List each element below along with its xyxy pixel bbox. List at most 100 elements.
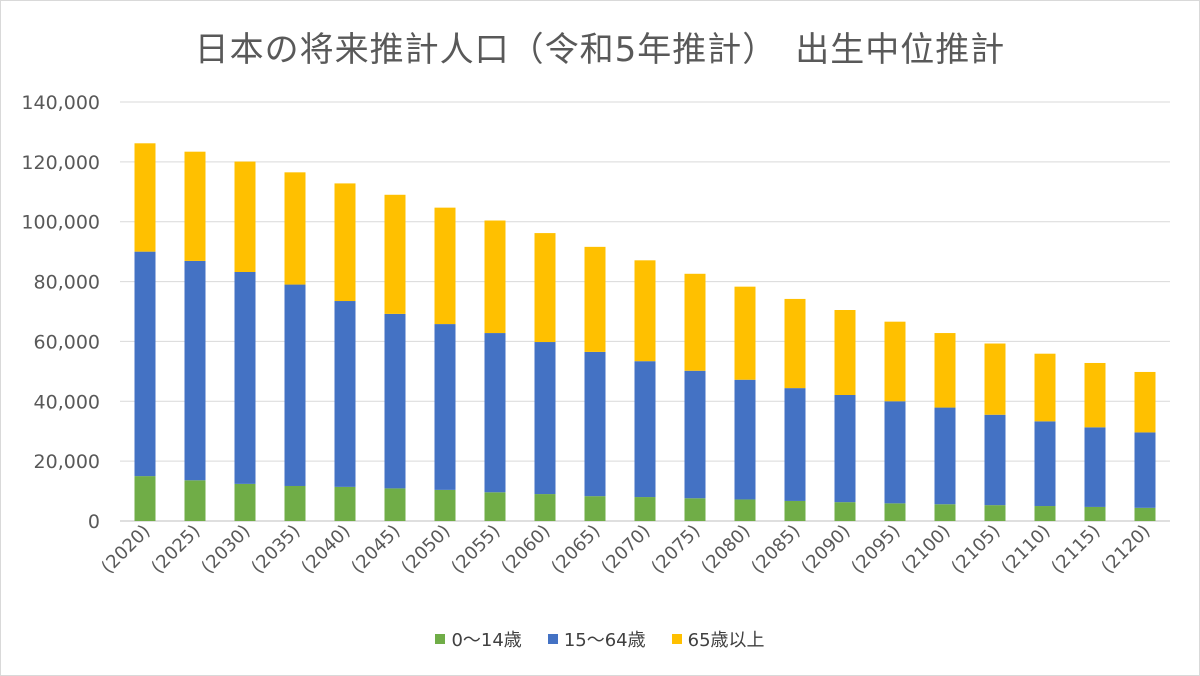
bar-segment (584, 496, 606, 521)
x-tick-label: (2040) (297, 521, 354, 578)
bar-segment (784, 388, 806, 501)
bar-segment (1084, 362, 1106, 428)
bar-segment (684, 370, 706, 499)
bar-segment (634, 497, 656, 521)
bar-segment (684, 498, 706, 521)
bar-segment (184, 480, 206, 521)
bar-segment (434, 207, 456, 325)
bar-segment (434, 324, 456, 490)
x-tick-label: (2090) (797, 521, 854, 578)
bar-segment (284, 485, 306, 521)
bar-segment (1034, 353, 1056, 422)
bar-segment (934, 407, 956, 505)
bar-segment (784, 500, 806, 521)
bar-segment (734, 499, 756, 521)
bar-segment (984, 343, 1006, 415)
y-tick-label: 100,000 (21, 212, 100, 234)
bar-segment (484, 492, 506, 521)
bar-segment (634, 260, 656, 362)
bar-segment (334, 486, 356, 521)
y-tick-label: 140,000 (21, 92, 100, 114)
x-tick-label: (2085) (747, 521, 804, 578)
bar-segment (484, 333, 506, 493)
bar-segment (834, 502, 856, 521)
bar-segment (934, 504, 956, 521)
legend-swatch (671, 634, 682, 644)
x-tick-label: (2075) (647, 521, 704, 578)
bar-segment (1134, 371, 1156, 433)
bar-segment (184, 151, 206, 261)
bar-segment (384, 313, 406, 489)
bar-segment (1084, 427, 1106, 507)
bar-segment (534, 233, 556, 343)
y-tick-label: 40,000 (34, 391, 100, 413)
legend-swatch (435, 634, 446, 644)
y-tick-label: 80,000 (34, 272, 100, 294)
bar-segment (284, 284, 306, 486)
chart-title: 日本の将来推計人口（令和5年推計） 出生中位推計 (194, 30, 1006, 70)
bar-segment (734, 379, 756, 500)
bar-segment (1134, 432, 1156, 508)
x-tick-label: (2035) (247, 521, 304, 578)
bar-segment (1034, 421, 1056, 507)
x-tick-label: (2045) (347, 521, 404, 578)
legend-label: 65歳以上 (687, 630, 765, 651)
x-tick-label: (2020) (97, 521, 154, 578)
x-tick-label: (2065) (547, 521, 604, 578)
bar-segment (1084, 506, 1106, 521)
bar-segment (334, 301, 356, 487)
bar-segment (484, 220, 506, 334)
x-tick-label: (2060) (497, 521, 554, 578)
y-tick-label: 120,000 (21, 152, 100, 174)
x-tick-label: (2025) (147, 521, 204, 578)
bar-segment (134, 143, 156, 252)
bar-segment (884, 503, 906, 521)
bar-segment (834, 310, 856, 396)
bar-segment (384, 194, 406, 314)
x-tick-label: (2055) (447, 521, 504, 578)
legend-item: 65歳以上 (671, 626, 765, 652)
bar-segment (884, 321, 906, 402)
bar-segment (534, 494, 556, 521)
bar-segment (1034, 506, 1056, 521)
bar-segment (584, 246, 606, 352)
legend-label: 0～14歳 (451, 630, 522, 651)
bar-segment (784, 298, 806, 389)
bar-segment (234, 483, 256, 521)
bar-segment (334, 183, 356, 302)
bar-segment (934, 333, 956, 408)
y-tick-label: 20,000 (34, 451, 100, 473)
bar-segment (184, 260, 206, 481)
bar-segment (634, 361, 656, 498)
bar-segment (984, 505, 1006, 521)
x-tick-label: (2110) (997, 521, 1054, 578)
chart-legend: 0～14歳 15～64歳 65歳以上 (0, 626, 1200, 652)
bar-segment (734, 286, 756, 380)
x-tick-label: (2120) (1097, 521, 1154, 578)
legend-swatch (547, 634, 558, 644)
x-tick-label: (2115) (1047, 521, 1104, 578)
x-tick-label: (2080) (697, 521, 754, 578)
x-tick-label: (2105) (947, 521, 1004, 578)
x-tick-label: (2100) (897, 521, 954, 578)
bar-segment (834, 395, 856, 503)
bar-segment (1134, 507, 1156, 521)
bar-segment (684, 273, 706, 371)
legend-item: 0～14歳 (435, 626, 522, 652)
bar-segment (584, 351, 606, 497)
bar-segment (234, 271, 256, 484)
bar-segment (984, 414, 1006, 506)
y-tick-label: 60,000 (34, 331, 100, 353)
bar-segment (384, 488, 406, 521)
x-tick-label: (2030) (197, 521, 254, 578)
x-tick-label: (2050) (397, 521, 454, 578)
bar-segment (134, 251, 156, 477)
bar-segment (134, 476, 156, 521)
bar-segment (884, 401, 906, 504)
legend-item: 15～64歳 (547, 626, 646, 652)
bar-segment (284, 172, 306, 285)
x-tick-label: (2070) (597, 521, 654, 578)
bar-segment (434, 489, 456, 521)
y-tick-label: 0 (88, 511, 100, 533)
